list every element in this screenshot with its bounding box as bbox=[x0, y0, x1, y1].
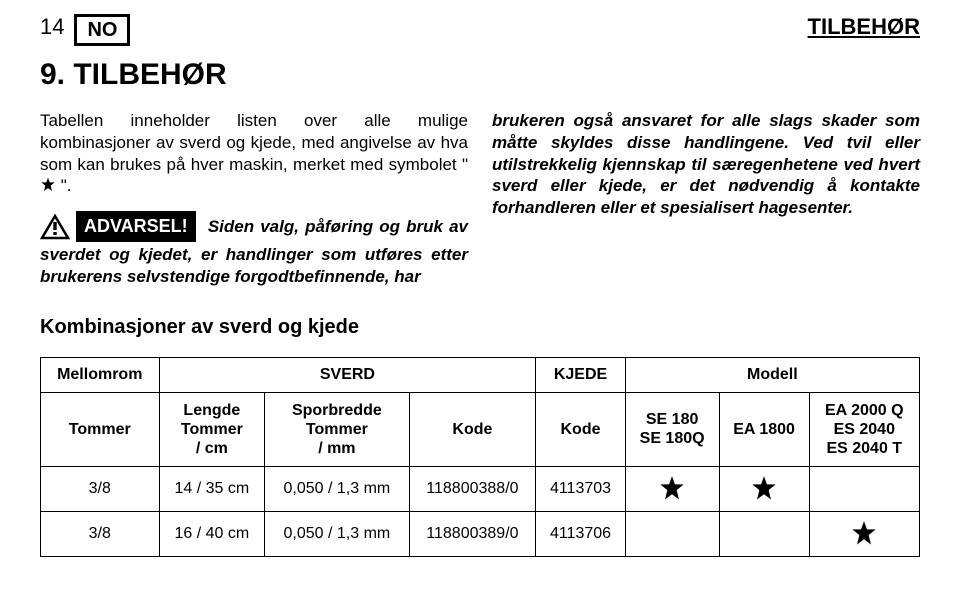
table-subheader: Kombinasjoner av sverd og kjede bbox=[40, 316, 920, 339]
table-cell: 118800389/0 bbox=[409, 512, 536, 557]
table-row: 3/816 / 40 cm0,050 / 1,3 mm118800389/041… bbox=[41, 512, 920, 557]
table-cell: 4113703 bbox=[536, 467, 625, 512]
right-column: brukeren også ansvaret for alle slags sk… bbox=[492, 110, 920, 288]
table-body: 3/814 / 35 cm0,050 / 1,3 mm118800388/041… bbox=[41, 467, 920, 557]
sh-m3-l3: ES 2040 T bbox=[826, 440, 902, 457]
intro-tail: ". bbox=[61, 176, 72, 195]
sh-m1-l1: SE 180 bbox=[646, 411, 698, 428]
table-row: 3/814 / 35 cm0,050 / 1,3 mm118800388/041… bbox=[41, 467, 920, 512]
sh-tommer: Tommer bbox=[41, 392, 160, 467]
page-number: 14 bbox=[40, 14, 64, 40]
sh-gauge: Sporbredde Tommer / mm bbox=[265, 392, 409, 467]
star-cell bbox=[625, 512, 719, 557]
warning-triangle-icon bbox=[40, 214, 70, 240]
sh-m1: SE 180 SE 180Q bbox=[625, 392, 719, 467]
th-modell: Modell bbox=[625, 357, 919, 392]
header-left: 14 NO bbox=[40, 14, 130, 46]
section-title: 9. TILBEHØR bbox=[40, 58, 920, 92]
table-cell: 0,050 / 1,3 mm bbox=[265, 512, 409, 557]
sh-m3-l1: EA 2000 Q bbox=[825, 402, 904, 419]
combinations-table: Mellomrom SVERD KJEDE Modell Tommer Leng… bbox=[40, 357, 920, 558]
sh-length: Lengde Tommer / cm bbox=[159, 392, 265, 467]
table-subhead-row: Tommer Lengde Tommer / cm Sporbredde Tom… bbox=[41, 392, 920, 467]
table-cell: 118800388/0 bbox=[409, 467, 536, 512]
table-cell: 4113706 bbox=[536, 512, 625, 557]
intro-columns: Tabellen inneholder listen over alle mul… bbox=[40, 110, 920, 288]
sh-m3-l2: ES 2040 bbox=[834, 421, 895, 438]
sh-gauge-l3: / mm bbox=[318, 440, 355, 457]
star-cell bbox=[809, 512, 919, 557]
sh-m3: EA 2000 Q ES 2040 ES 2040 T bbox=[809, 392, 919, 467]
star-cell bbox=[625, 467, 719, 512]
th-mellomrom: Mellomrom bbox=[41, 357, 160, 392]
sh-gauge-l1: Sporbredde bbox=[292, 402, 382, 419]
table-cell: 14 / 35 cm bbox=[159, 467, 265, 512]
sh-kode2: Kode bbox=[536, 392, 625, 467]
sh-length-l1: Lengde bbox=[183, 402, 240, 419]
table-cell: 0,050 / 1,3 mm bbox=[265, 467, 409, 512]
sh-m2: EA 1800 bbox=[719, 392, 809, 467]
page-header: 14 NO TILBEHØR bbox=[40, 14, 920, 46]
language-badge: NO bbox=[74, 14, 130, 46]
table-group-row: Mellomrom SVERD KJEDE Modell bbox=[41, 357, 920, 392]
th-sverd: SVERD bbox=[159, 357, 536, 392]
sh-length-l2: Tommer bbox=[181, 421, 243, 438]
table-cell: 16 / 40 cm bbox=[159, 512, 265, 557]
th-kjede: KJEDE bbox=[536, 357, 625, 392]
intro-text: Tabellen inneholder listen over alle mul… bbox=[40, 111, 468, 174]
sh-length-l3: / cm bbox=[196, 440, 228, 457]
warning-paragraph: ADVARSEL! Siden valg, påføring og bruk a… bbox=[40, 211, 468, 288]
star-icon-inline bbox=[40, 177, 56, 193]
star-cell bbox=[809, 467, 919, 512]
table-cell: 3/8 bbox=[41, 512, 160, 557]
warning-label: ADVARSEL! bbox=[76, 211, 196, 242]
table-head: Mellomrom SVERD KJEDE Modell Tommer Leng… bbox=[41, 357, 920, 467]
header-title: TILBEHØR bbox=[808, 14, 920, 40]
sh-kode1: Kode bbox=[409, 392, 536, 467]
sh-m1-l2: SE 180Q bbox=[640, 430, 705, 447]
right-column-text: brukeren også ansvaret for alle slags sk… bbox=[492, 110, 920, 219]
table-cell: 3/8 bbox=[41, 467, 160, 512]
sh-gauge-l2: Tommer bbox=[306, 421, 368, 438]
intro-paragraph: Tabellen inneholder listen over alle mul… bbox=[40, 110, 468, 197]
star-cell bbox=[719, 512, 809, 557]
left-column: Tabellen inneholder listen over alle mul… bbox=[40, 110, 468, 288]
star-cell bbox=[719, 467, 809, 512]
